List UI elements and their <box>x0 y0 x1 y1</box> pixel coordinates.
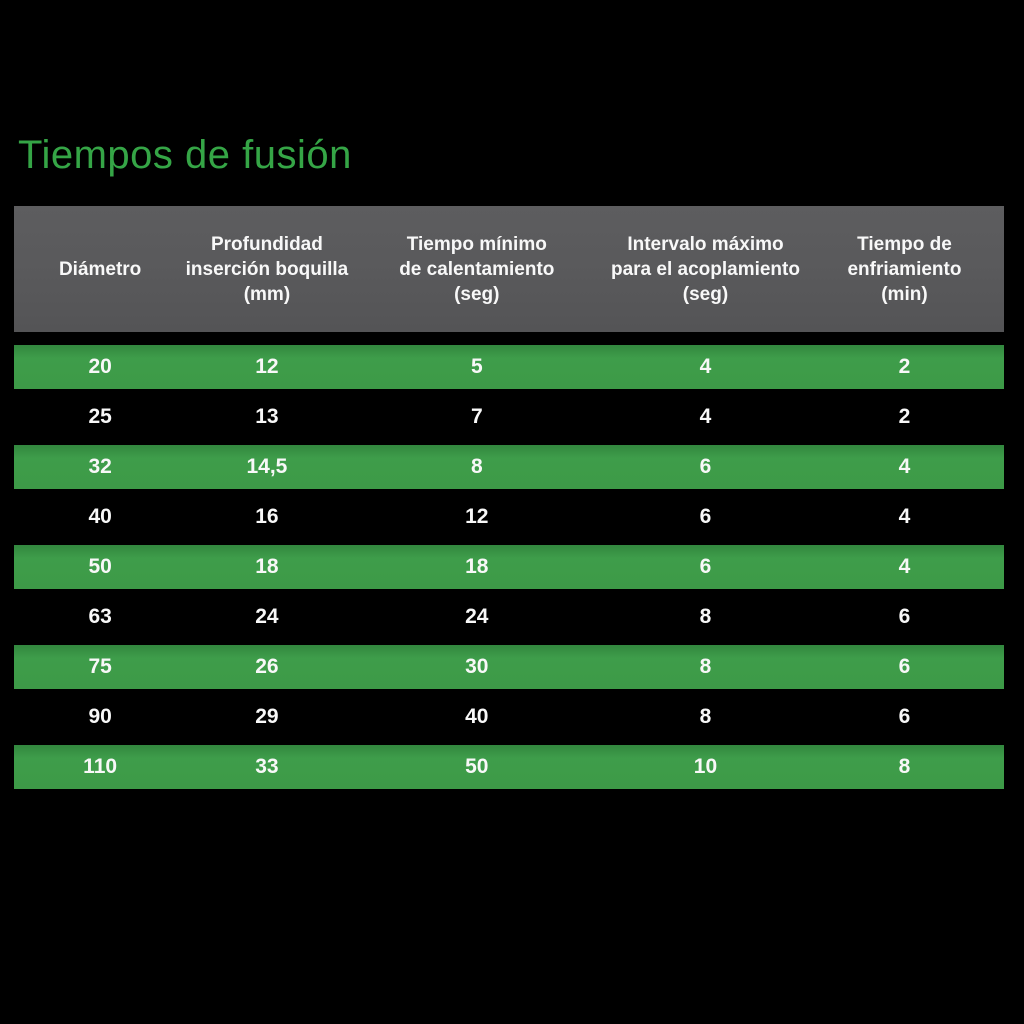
column-header-line: (mm) <box>243 283 291 305</box>
table-cell: 8 <box>699 705 712 728</box>
table-cell: 24 <box>255 605 279 628</box>
column-header-line: (seg) <box>682 283 729 305</box>
table-cell: 4 <box>699 405 712 428</box>
table-cell: 6 <box>699 505 712 528</box>
table-cell: 6 <box>699 455 712 478</box>
table-cell: 2 <box>898 405 911 428</box>
table-cell: 25 <box>88 405 112 428</box>
table-cell: 33 <box>255 755 279 778</box>
table-cell: 4 <box>898 455 911 478</box>
table-cell: 20 <box>88 355 112 378</box>
table-cell: 5 <box>470 355 483 378</box>
table-cell: 18 <box>465 555 489 578</box>
column-header-line: (min) <box>881 283 928 305</box>
table-cell: 12 <box>465 505 489 528</box>
table-cell: 40 <box>465 705 489 728</box>
table-cell: 29 <box>255 705 279 728</box>
column-header: Intervalo máximo para el acoplamiento (seg… <box>606 232 805 307</box>
table-cell: 13 <box>255 405 279 428</box>
table-cell: 7 <box>470 405 483 428</box>
table-cell: 75 <box>88 655 112 678</box>
table-cell: 8 <box>898 755 911 778</box>
column-header-line: para el acoplamiento <box>610 258 800 280</box>
table-cell: 4 <box>699 355 712 378</box>
column-header: Diámetro <box>14 257 186 282</box>
column-header-line: enfriamiento <box>847 258 962 280</box>
table-header-row: Diámetro Profundidad inserción boquilla (mm… <box>14 206 1004 332</box>
table-cell: 110 <box>83 755 118 778</box>
table-cell: 4 <box>898 505 911 528</box>
table-row: 25 13 7 4 2 <box>14 395 1004 439</box>
table-cell: 26 <box>255 655 279 678</box>
table-cell: 10 <box>693 755 718 778</box>
page-title: Tiempos de fusión <box>18 133 352 177</box>
table-row: 40 16 12 6 4 <box>14 495 1004 539</box>
table-body: 20 12 5 4 2 25 13 7 4 2 32 14,5 8 6 4 40 16 12 6 4 50 18 18 6 4 6… <box>14 345 1004 789</box>
column-header: Profundidad inserción boquilla (mm) <box>185 232 349 307</box>
column-header-line: Profundidad <box>210 233 323 255</box>
table-row: 63 24 24 8 6 <box>14 595 1004 639</box>
table-row: 110 33 50 10 8 <box>14 745 1004 789</box>
table-cell: 50 <box>465 755 489 778</box>
table-cell: 2 <box>898 355 911 378</box>
column-header-line: Tiempo de <box>857 233 952 255</box>
table-cell: 24 <box>465 605 489 628</box>
table-cell: 6 <box>898 705 911 728</box>
table-cell: 6 <box>898 605 911 628</box>
column-header: Tiempo mínimo de calentamiento (seg) <box>348 232 606 307</box>
column-header-line: de calentamiento <box>399 258 555 280</box>
table-cell: 50 <box>88 555 112 578</box>
table-cell: 6 <box>898 655 911 678</box>
column-header-line: Diámetro <box>58 258 142 280</box>
table-cell: 8 <box>470 455 483 478</box>
table-cell: 4 <box>898 555 911 578</box>
table-cell: 63 <box>88 605 112 628</box>
table-row: 32 14,5 8 6 4 <box>14 445 1004 489</box>
table-cell: 18 <box>255 555 279 578</box>
table-cell: 12 <box>255 355 279 378</box>
column-header-line: Tiempo mínimo <box>406 233 547 255</box>
table-row: 50 18 18 6 4 <box>14 545 1004 589</box>
table-cell: 8 <box>699 655 712 678</box>
table-cell: 16 <box>255 505 279 528</box>
table-cell: 8 <box>699 605 712 628</box>
table-cell: 14,5 <box>246 455 288 478</box>
table-row: 20 12 5 4 2 <box>14 345 1004 389</box>
table-row: 90 29 40 8 6 <box>14 695 1004 739</box>
table-row: 75 26 30 8 6 <box>14 645 1004 689</box>
column-header-line: Intervalo máximo <box>627 233 784 255</box>
column-header-line: inserción boquilla <box>185 258 349 280</box>
column-header-line: (seg) <box>454 283 500 305</box>
table-cell: 32 <box>88 455 112 478</box>
table-cell: 6 <box>699 555 712 578</box>
table-cell: 90 <box>88 705 112 728</box>
fusion-times-table: Diámetro Profundidad inserción boquilla (mm… <box>14 206 1004 789</box>
table-cell: 40 <box>88 505 112 528</box>
column-header: Tiempo de enfriamiento (min) <box>805 232 1004 307</box>
table-cell: 30 <box>465 655 489 678</box>
